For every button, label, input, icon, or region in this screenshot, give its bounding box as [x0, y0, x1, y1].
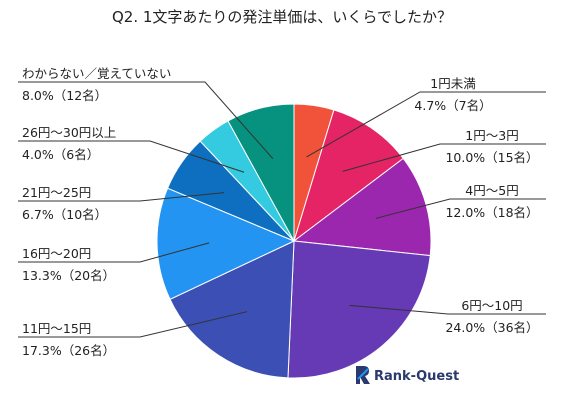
leader-line [18, 140, 245, 173]
leader-line [18, 311, 248, 338]
pie-slice [156, 187, 296, 300]
slice-value-label: 12.0%（18名） [445, 205, 538, 220]
slice-value-label: 10.0%（15名） [445, 150, 538, 165]
pie-slice [169, 240, 295, 379]
slice-labels: 1円未満 4.7%（7名） 1円～3円 10.0%（15名） 4円～5円 12.0%（18… [22, 66, 539, 358]
slice-label: 11円～15円 [22, 321, 91, 336]
brand-logo: Rank-Quest [356, 366, 459, 384]
slice-label: 4円～5円 [465, 183, 518, 198]
leader-line [18, 192, 225, 202]
slice-value-label: 6.7%（10名） [22, 207, 107, 222]
pie-slice [227, 103, 295, 242]
slice-label: 16円～20円 [22, 246, 91, 261]
brand-name: Rank-Quest [374, 369, 459, 384]
leader-lines [18, 81, 546, 338]
leader-line [349, 304, 546, 315]
pie-slice [287, 240, 431, 379]
leader-line [18, 81, 274, 160]
slice-label: 1円未満 [430, 76, 475, 91]
leader-line [342, 143, 546, 172]
pie-slice [292, 157, 432, 257]
slice-value-label: 17.3%（26名） [22, 343, 115, 358]
pie-slice [293, 109, 404, 243]
slice-label: 21円～25円 [22, 185, 91, 200]
pie-slices [156, 103, 432, 379]
slice-label: 6円～10円 [461, 298, 522, 313]
slice-label: 1円～3円 [465, 128, 518, 143]
slice-value-label: 13.3%（20名） [22, 268, 115, 283]
leader-line [18, 242, 210, 263]
slice-value-label: 4.0%（6名） [22, 147, 99, 162]
slice-value-label: 4.7%（7名） [414, 98, 491, 113]
slice-label: わからない／覚えていない [22, 66, 171, 81]
leader-line [375, 198, 546, 219]
leader-line [306, 91, 546, 158]
chart-title: Q2. 1文字あたりの発注単価は、いくらでしたか？ [112, 8, 452, 26]
slice-label: 26円～30円以上 [22, 125, 116, 140]
rank-quest-logo-icon [356, 366, 370, 384]
slice-value-label: 24.0%（36名） [445, 320, 538, 335]
slice-value-label: 8.0%（12名） [22, 88, 107, 103]
